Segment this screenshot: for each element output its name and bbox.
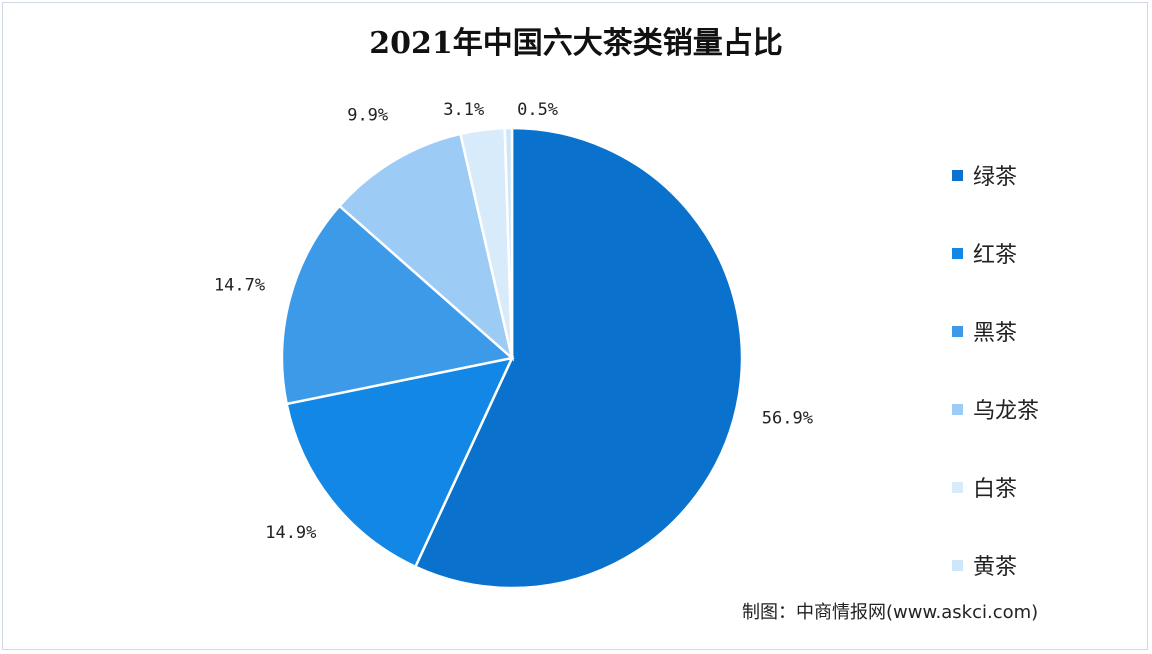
pie-slice-green-tea [413,126,744,590]
value-label-yellow-tea: 0.5% [517,100,558,120]
legend: 绿茶红茶黑茶乌龙茶白茶黄茶 [952,136,1142,604]
legend-item-white-tea: 白茶 [952,448,1142,526]
legend-label: 绿茶 [973,165,1018,190]
legend-label: 黄茶 [973,555,1018,580]
value-label-oolong-tea: 9.9% [347,106,388,126]
pie-slice-black-tea [285,356,515,569]
legend-swatch [952,403,963,415]
legend-label: 黑茶 [973,321,1018,346]
value-label-green-tea: 56.9% [762,409,813,429]
legend-swatch [952,169,963,181]
source-note: 制图：中商情报网(www.askci.com) [742,602,1039,623]
legend-swatch [952,247,963,259]
pie-slice-yellow-tea [503,126,514,359]
pie-value-labels: 56.9% 14.9% 14.7% 9.9% 3.1% 0.5% [214,100,813,543]
legend-item-dark-tea: 黑茶 [952,292,1142,370]
value-label-dark-tea: 14.7% [214,275,265,295]
value-label-white-tea: 3.1% [443,100,484,120]
legend-swatch [952,559,963,571]
legend-item-oolong-tea: 乌龙茶 [952,370,1142,448]
value-label-black-tea: 14.9% [265,523,316,543]
legend-item-yellow-tea: 黄茶 [952,526,1142,604]
pie-slice-oolong-tea [337,132,515,362]
legend-label: 白茶 [973,477,1018,502]
legend-item-black-tea: 红茶 [952,214,1142,292]
pie-slices [280,126,744,590]
pie-slice-dark-tea [280,204,515,406]
legend-swatch [952,481,963,493]
legend-label: 红茶 [973,243,1018,268]
legend-label: 乌龙茶 [973,399,1040,424]
legend-item-green-tea: 绿茶 [952,136,1142,214]
legend-swatch [952,325,963,337]
chart-title: 2021年中国六大茶类销量占比 [369,26,783,61]
